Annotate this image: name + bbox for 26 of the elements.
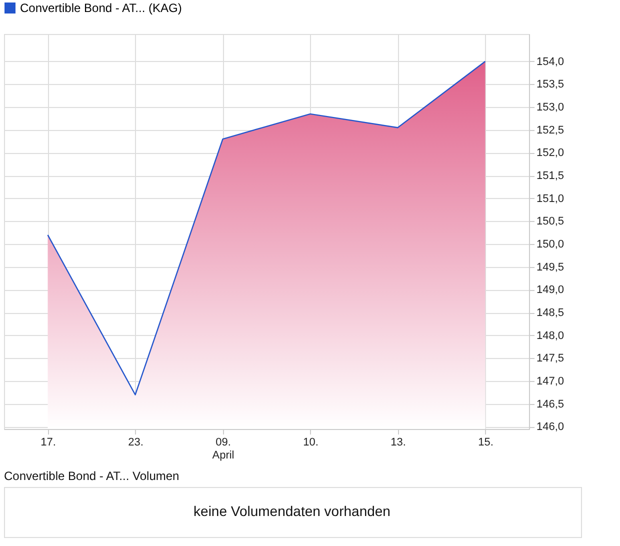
y-tick-label: 146,0: [536, 421, 564, 434]
text: Convertible Bond - AT... Volumen: [4, 469, 180, 483]
y-tick-label: 150,5: [536, 216, 564, 228]
x-tick-label: 10.: [303, 436, 318, 448]
y-tick-label: 154,0: [536, 56, 564, 68]
y-tick-label: 153,5: [536, 78, 564, 91]
y-tick-label: 152,5: [536, 124, 564, 136]
y-tick-label: 147,5: [536, 352, 564, 365]
y-tick-label: 149,5: [536, 261, 564, 274]
x-tick-label: 09. April: [212, 436, 234, 462]
legend-label: Convertible Bond - AT... (KAG): [20, 1, 182, 15]
y-tick-label: 148,5: [536, 307, 564, 320]
y-tick-label: 148,0: [536, 330, 564, 342]
y-tick-label: 151,5: [536, 170, 564, 182]
y-tick-label: 152,0: [536, 147, 564, 160]
y-tick-label: 147,0: [536, 376, 564, 388]
y-tick-label: 146,5: [536, 398, 564, 410]
y-tick-label: 153,0: [536, 102, 564, 114]
y-tick-label: 150,0: [536, 238, 564, 251]
text: keine Volumendaten vorhanden: [194, 503, 390, 519]
y-tick-label: 151,0: [536, 192, 564, 205]
x-tick-label: 23.: [128, 436, 144, 448]
x-tick-label: 13.: [390, 436, 406, 448]
x-tick-label: 15.: [478, 436, 494, 448]
y-tick-label: 149,0: [536, 284, 564, 296]
x-tick-label: 17.: [40, 436, 56, 448]
